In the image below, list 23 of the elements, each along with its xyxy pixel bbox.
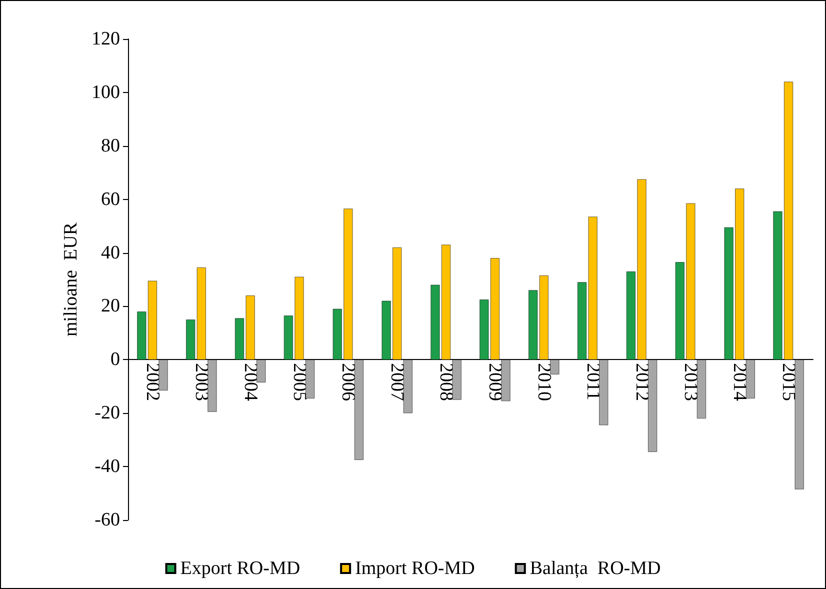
legend-label: Balanța RO-MD [530,558,661,579]
y-tick-label: 80 [101,135,120,156]
y-tick-label: 120 [92,28,120,50]
y-tick-label: -40 [94,456,120,478]
y-tick-label: 40 [101,242,120,264]
x-tick-label: 2002 [142,363,163,401]
y-tick-label: 0 [110,349,120,370]
y-tick-label: 60 [101,188,120,210]
y-tick-label: -20 [94,402,120,424]
x-tick-label: 2011 [582,363,604,400]
y-axis-title: milioane EUR [60,222,82,336]
x-tick-label: 2010 [533,363,554,401]
x-tick-label: 2013 [680,363,702,401]
y-tick-label: 20 [101,296,120,317]
y-tick-label: -60 [94,510,120,530]
y-tick-label: 100 [92,82,120,103]
legend-label: Export RO-MD [180,558,300,579]
x-tick-label: 2008 [436,363,457,401]
x-tick-label: 2004 [240,363,261,402]
x-tick-label: 2007 [386,363,408,401]
x-tick-label: 2014 [729,363,750,402]
legend-label: Import RO-MD [355,558,475,579]
x-tick-label: 2006 [338,363,359,401]
